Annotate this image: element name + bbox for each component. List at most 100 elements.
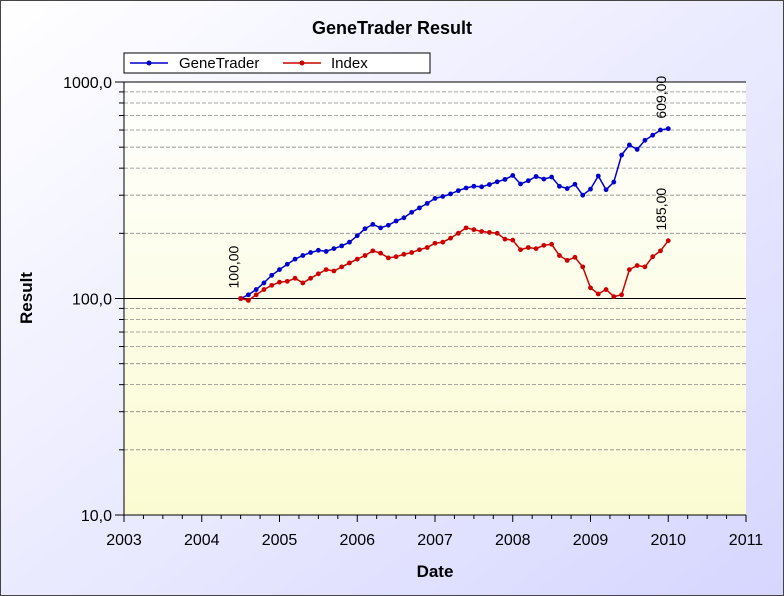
data-point-index	[588, 285, 593, 291]
data-point-genetrader	[448, 191, 453, 197]
data-point-index	[331, 268, 337, 274]
legend-label-index: Index	[331, 55, 368, 72]
data-point-index	[463, 225, 469, 231]
data-point-genetrader	[331, 246, 337, 252]
data-point-index	[362, 253, 368, 258]
data-point-genetrader	[284, 261, 290, 267]
data-point-genetrader	[549, 174, 555, 180]
data-point-index	[510, 237, 516, 243]
x-tick-label: 2008	[495, 532, 531, 549]
data-point-genetrader	[308, 250, 313, 255]
data-point-genetrader	[479, 184, 485, 190]
data-point-genetrader	[557, 183, 562, 189]
data-point-index	[370, 248, 376, 254]
data-point-genetrader	[658, 127, 663, 133]
data-point-genetrader	[572, 181, 578, 187]
chart-title: GeneTrader Result	[312, 18, 472, 38]
data-point-index	[246, 297, 251, 303]
legend-label-genetrader: GeneTrader	[179, 55, 259, 72]
data-point-index	[393, 254, 399, 260]
data-point-genetrader	[463, 185, 469, 191]
data-label: 185,00	[653, 188, 669, 231]
x-tick-label: 2006	[339, 532, 375, 549]
data-point-genetrader	[580, 192, 586, 198]
data-point-genetrader	[502, 176, 508, 182]
data-point-genetrader	[487, 182, 492, 187]
data-point-genetrader	[277, 267, 282, 272]
data-point-genetrader	[424, 200, 430, 206]
data-point-index	[580, 264, 586, 270]
data-point-index	[595, 291, 601, 297]
data-point-genetrader	[564, 186, 570, 191]
x-tick-label: 2007	[417, 532, 453, 549]
data-point-index	[603, 287, 609, 292]
x-axis-label: Date	[417, 562, 454, 581]
data-point-genetrader	[595, 173, 601, 179]
data-point-index	[261, 287, 267, 292]
annotation-layer: 100,00 609,00 185,00	[226, 76, 670, 289]
data-point-index	[518, 247, 523, 253]
axes: 10,0 100,0 1000,0 2003 2004 2005 2006 2007 2008 2…	[63, 75, 763, 549]
y-tick-label: 100,0	[72, 292, 112, 309]
data-point-index	[479, 229, 485, 234]
data-point-index	[611, 294, 617, 300]
data-point-genetrader	[619, 152, 624, 158]
data-point-genetrader	[494, 179, 500, 185]
data-point-genetrader	[362, 226, 368, 232]
data-point-genetrader	[440, 194, 446, 199]
data-point-genetrader	[533, 174, 539, 179]
x-tick-label: 2005	[262, 532, 298, 549]
data-point-genetrader	[611, 179, 617, 185]
data-point-genetrader	[417, 205, 422, 211]
data-point-index	[277, 279, 282, 285]
data-point-index	[339, 264, 345, 270]
data-point-index	[541, 242, 547, 248]
data-point-index	[626, 267, 632, 272]
y-axis-label: Result	[17, 272, 36, 324]
data-point-index	[315, 271, 321, 277]
data-point-genetrader	[588, 186, 593, 192]
data-point-genetrader	[378, 225, 383, 231]
data-point-genetrader	[339, 243, 345, 249]
legend-box	[123, 52, 431, 74]
data-point-index	[564, 257, 570, 263]
data-point-index	[424, 245, 430, 250]
x-tick-label: 2003	[106, 532, 142, 549]
data-point-index	[385, 255, 391, 261]
data-label: 100,00	[226, 245, 242, 288]
data-point-genetrader	[409, 209, 415, 215]
y-tick-label: 10,0	[81, 508, 112, 525]
data-point-index	[448, 235, 453, 241]
data-point-index	[549, 241, 555, 247]
data-point-index	[378, 250, 383, 256]
x-tick-label: 2009	[573, 532, 609, 549]
data-point-genetrader	[603, 187, 609, 193]
data-point-index	[650, 254, 656, 260]
data-point-index	[432, 240, 438, 246]
data-point-genetrader	[541, 176, 547, 182]
data-point-index	[323, 267, 329, 272]
data-point-genetrader	[347, 239, 352, 245]
x-tick-label: 2011	[729, 532, 764, 549]
data-point-genetrader	[323, 249, 329, 254]
legend: GeneTrader Index	[123, 52, 431, 74]
data-point-genetrader	[471, 183, 477, 189]
data-point-index	[557, 253, 562, 258]
x-tick-label: 2004	[184, 532, 220, 549]
data-point-genetrader	[246, 292, 251, 298]
series-layer	[238, 126, 671, 303]
data-point-genetrader	[370, 221, 376, 227]
data-point-index	[347, 260, 352, 266]
data-point-index	[502, 236, 508, 242]
data-point-genetrader	[300, 253, 306, 258]
data-point-index	[658, 248, 663, 254]
x-tick-label: 2010	[650, 532, 686, 549]
data-point-genetrader	[525, 178, 531, 184]
data-point-genetrader	[253, 287, 259, 292]
data-point-index	[525, 245, 531, 250]
data-point-genetrader	[518, 181, 523, 187]
data-point-index	[409, 250, 415, 255]
data-point-genetrader	[665, 126, 671, 132]
